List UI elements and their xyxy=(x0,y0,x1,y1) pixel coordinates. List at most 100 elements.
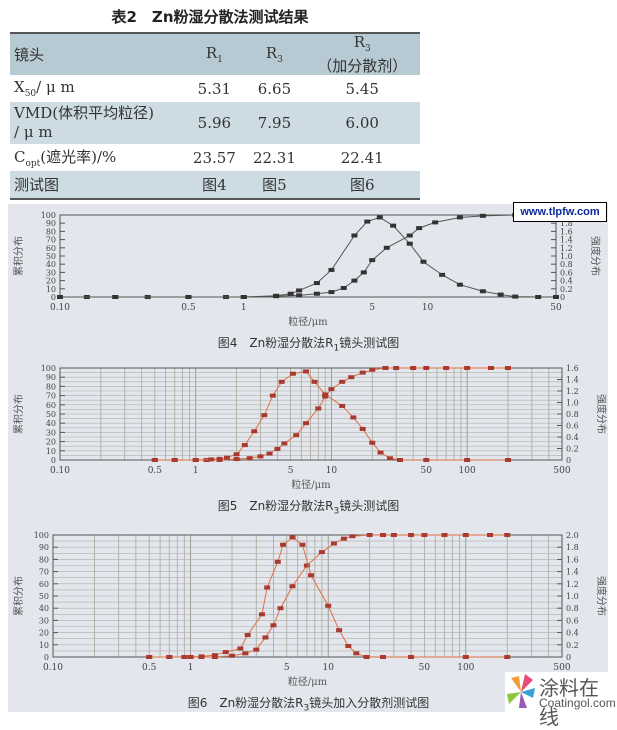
intensity-data-point xyxy=(198,654,205,659)
right-axis-tick-label: 0.6 xyxy=(566,422,579,431)
left-axis-tick-label: 100 xyxy=(34,531,49,540)
row-label: Copt(遮光率)/% xyxy=(14,148,117,169)
cumulative-data-point xyxy=(379,533,386,537)
pinwheel-logo-icon xyxy=(507,674,535,708)
intensity-data-point xyxy=(280,542,287,547)
table-row: X50/ μ m 5.31 6.65 5.45 xyxy=(10,75,420,102)
intensity-data-point xyxy=(322,392,329,397)
cumulative-data-point xyxy=(289,584,296,589)
intensity-data-point xyxy=(171,458,178,462)
x-axis-tick-label: 1 xyxy=(193,466,199,476)
left-axis-tick-label: 60 xyxy=(39,580,49,589)
right-axis-tick-label: 0 xyxy=(560,293,565,302)
cell: 图6 xyxy=(304,171,420,200)
cumulative-data-point xyxy=(408,533,415,537)
left-axis-label: 累积分布 xyxy=(13,236,25,276)
intensity-data-point xyxy=(208,457,215,462)
x-axis-label: 粒径/μm xyxy=(288,675,328,688)
intensity-data-point xyxy=(325,603,332,608)
cell: 22.31 xyxy=(252,148,296,167)
intensity-data-point xyxy=(359,426,366,431)
right-axis-label: 强度分布 xyxy=(589,236,602,276)
x-axis-tick-label: 0.10 xyxy=(43,663,63,673)
x-axis-tick-label: 100 xyxy=(457,663,474,673)
left-axis-tick-label: 90 xyxy=(46,219,56,228)
left-axis-tick-label: 80 xyxy=(46,227,56,236)
cumulative-data-point xyxy=(383,245,390,250)
intensity-data-point xyxy=(339,403,346,408)
cumulative-data-point xyxy=(360,270,367,275)
intensity-data-point xyxy=(345,644,352,649)
intensity-data-point xyxy=(289,371,296,376)
cumulative-data-point xyxy=(421,533,428,537)
right-axis-tick-label: 1.0 xyxy=(560,252,573,261)
right-axis-tick-label: 1.4 xyxy=(566,376,579,385)
cumulative-data-point xyxy=(390,533,397,537)
right-axis-tick-label: 0.4 xyxy=(560,277,573,286)
right-axis-tick-label: 0.6 xyxy=(560,268,573,277)
header-lens: 镜头 xyxy=(10,32,185,75)
intensity-data-point xyxy=(328,267,335,272)
left-axis-tick-label: 40 xyxy=(46,419,56,428)
cumulative-data-point xyxy=(315,406,322,411)
x-axis-tick-label: 5 xyxy=(284,663,290,673)
intensity-data-point xyxy=(181,655,188,659)
results-table: 镜头 R1 R3 R3 （加分散剂） X50/ μ m 5.31 6.65 5.4… xyxy=(10,32,420,200)
cumulative-data-point xyxy=(277,606,284,611)
x-axis-tick-label: 1 xyxy=(188,663,194,673)
x-axis-tick-label: 100 xyxy=(459,466,476,476)
cumulative-data-point xyxy=(274,446,281,451)
x-axis-tick-label: 50 xyxy=(550,303,562,313)
intensity-data-point xyxy=(351,233,358,238)
left-axis-tick-label: 90 xyxy=(46,373,56,382)
intensity-data-point xyxy=(216,456,223,461)
cell: 6.00 xyxy=(304,102,420,144)
cumulative-data-point xyxy=(349,534,356,539)
left-axis-tick-label: 10 xyxy=(46,285,56,294)
left-axis-tick-label: 50 xyxy=(46,252,56,261)
cumulative-data-point xyxy=(340,285,347,290)
right-axis-tick-label: 0.4 xyxy=(566,629,579,638)
cumulative-data-point xyxy=(330,541,337,546)
x-axis-tick-label: 10 xyxy=(326,466,338,476)
left-axis-tick-label: 90 xyxy=(39,543,49,552)
figure6-caption: 图6 Zn粉湿分散法R3镜头加入分散剂测试图 xyxy=(187,696,430,714)
left-axis-tick-label: 0 xyxy=(51,456,56,465)
left-axis-tick-label: 70 xyxy=(46,236,56,245)
cumulative-data-point xyxy=(504,533,511,537)
x-axis-tick-label: 5 xyxy=(288,466,294,476)
cumulative-data-point xyxy=(432,220,439,225)
intensity-data-point xyxy=(258,612,265,617)
x-axis-tick-label: 10 xyxy=(322,663,334,673)
cumulative-data-point xyxy=(366,533,373,537)
intensity-data-point xyxy=(192,458,199,462)
cumulative-data-point xyxy=(443,366,450,370)
cell: 图5 xyxy=(244,171,305,200)
cumulative-data-point xyxy=(328,290,335,295)
cumulative-data-point xyxy=(479,213,486,218)
x-axis-tick-label: 0.5 xyxy=(142,663,157,673)
intensity-data-point xyxy=(353,651,360,656)
right-axis-tick-label: 0 xyxy=(566,456,571,465)
right-axis-tick-label: 1.6 xyxy=(566,555,579,564)
right-axis-tick-label: 1.4 xyxy=(560,236,573,245)
intensity-data-point xyxy=(112,295,119,299)
left-axis-label: 累积分布 xyxy=(13,576,25,616)
left-axis-tick-label: 100 xyxy=(41,211,56,220)
cumulative-data-point xyxy=(270,623,277,628)
x-axis-tick-label: 500 xyxy=(553,663,570,673)
intensity-data-point xyxy=(535,295,542,299)
x-axis-tick-label: 5 xyxy=(369,303,375,313)
cumulative-data-point xyxy=(504,366,511,370)
intensity-data-point xyxy=(553,295,559,299)
intensity-data-point xyxy=(408,655,415,659)
cumulative-data-point xyxy=(242,651,249,656)
intensity-data-point xyxy=(364,219,371,224)
intensity-data-point xyxy=(289,535,296,540)
x-axis-tick-label: 10 xyxy=(422,303,434,313)
intensity-data-point xyxy=(336,628,343,633)
right-axis-tick-label: 0.2 xyxy=(560,285,573,294)
intensity-data-point xyxy=(299,542,306,547)
right-axis-label: 强度分布 xyxy=(595,394,608,434)
cumulative-data-point xyxy=(293,433,300,438)
